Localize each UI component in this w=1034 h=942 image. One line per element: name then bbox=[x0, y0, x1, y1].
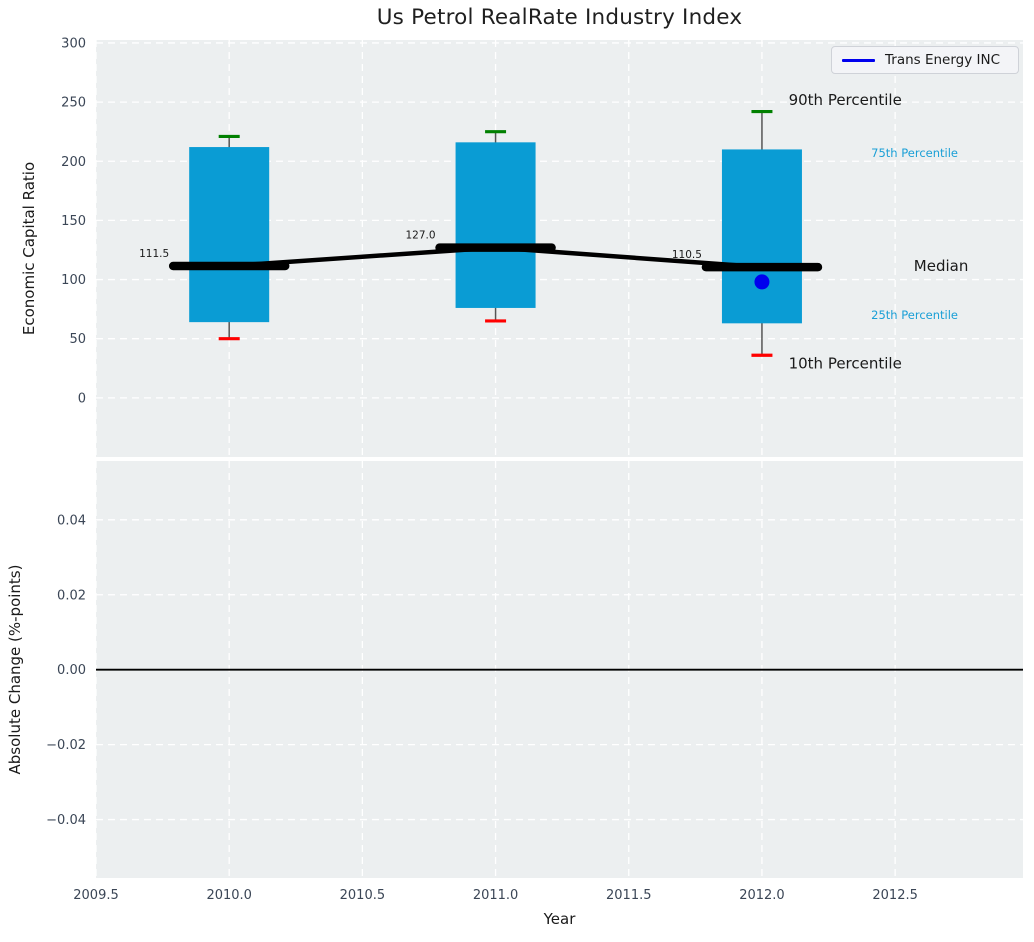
legend-label: Trans Energy INC bbox=[885, 52, 1001, 68]
x-tick-label: 2009.5 bbox=[73, 888, 119, 903]
company-point bbox=[754, 274, 770, 290]
y-tick-label-bottom: 0.04 bbox=[57, 513, 86, 528]
chart-title: Us Petrol RealRate Industry Index bbox=[376, 5, 743, 30]
percentile-annotation: Median bbox=[914, 257, 969, 275]
median-value-label: 110.5 bbox=[672, 249, 702, 261]
y-tick-label-bottom: 0.02 bbox=[57, 588, 86, 603]
y-tick-label-top: 300 bbox=[61, 36, 86, 51]
x-tick-label: 2011.0 bbox=[473, 888, 519, 903]
median-value-label: 127.0 bbox=[406, 230, 436, 242]
y-tick-label-top: 250 bbox=[61, 96, 86, 111]
x-axis-label: Year bbox=[543, 910, 577, 928]
median-value-label: 111.5 bbox=[139, 248, 169, 260]
y-tick-label-top: 150 bbox=[61, 214, 86, 229]
x-tick-label: 2012.5 bbox=[872, 888, 918, 903]
percentile-box bbox=[721, 149, 802, 324]
y-tick-label-top: 50 bbox=[69, 332, 86, 347]
y-axis-label-bottom: Absolute Change (%-points) bbox=[6, 565, 24, 775]
y-tick-label-bottom: 0.00 bbox=[57, 663, 86, 678]
x-tick-label: 2011.5 bbox=[606, 888, 652, 903]
percentile-annotation: 90th Percentile bbox=[789, 91, 902, 109]
percentile-annotation: 75th Percentile bbox=[871, 146, 958, 160]
y-tick-label-bottom: −0.02 bbox=[46, 738, 86, 753]
x-tick-label: 2010.5 bbox=[340, 888, 386, 903]
y-tick-label-top: 0 bbox=[78, 391, 86, 406]
legend-line-icon bbox=[842, 58, 875, 62]
y-tick-label-top: 200 bbox=[61, 155, 86, 170]
y-tick-label-bottom: −0.04 bbox=[46, 813, 86, 828]
percentile-box bbox=[455, 142, 536, 308]
x-tick-label: 2010.0 bbox=[206, 888, 252, 903]
percentile-annotation: 10th Percentile bbox=[789, 355, 902, 373]
x-tick-label: 2012.0 bbox=[739, 888, 785, 903]
y-axis-label-top: Economic Capital Ratio bbox=[20, 162, 38, 335]
y-tick-label-top: 100 bbox=[61, 273, 86, 288]
percentile-annotation: 25th Percentile bbox=[871, 308, 958, 322]
legend: Trans Energy INC bbox=[831, 46, 1019, 74]
percentile-box bbox=[189, 147, 270, 323]
